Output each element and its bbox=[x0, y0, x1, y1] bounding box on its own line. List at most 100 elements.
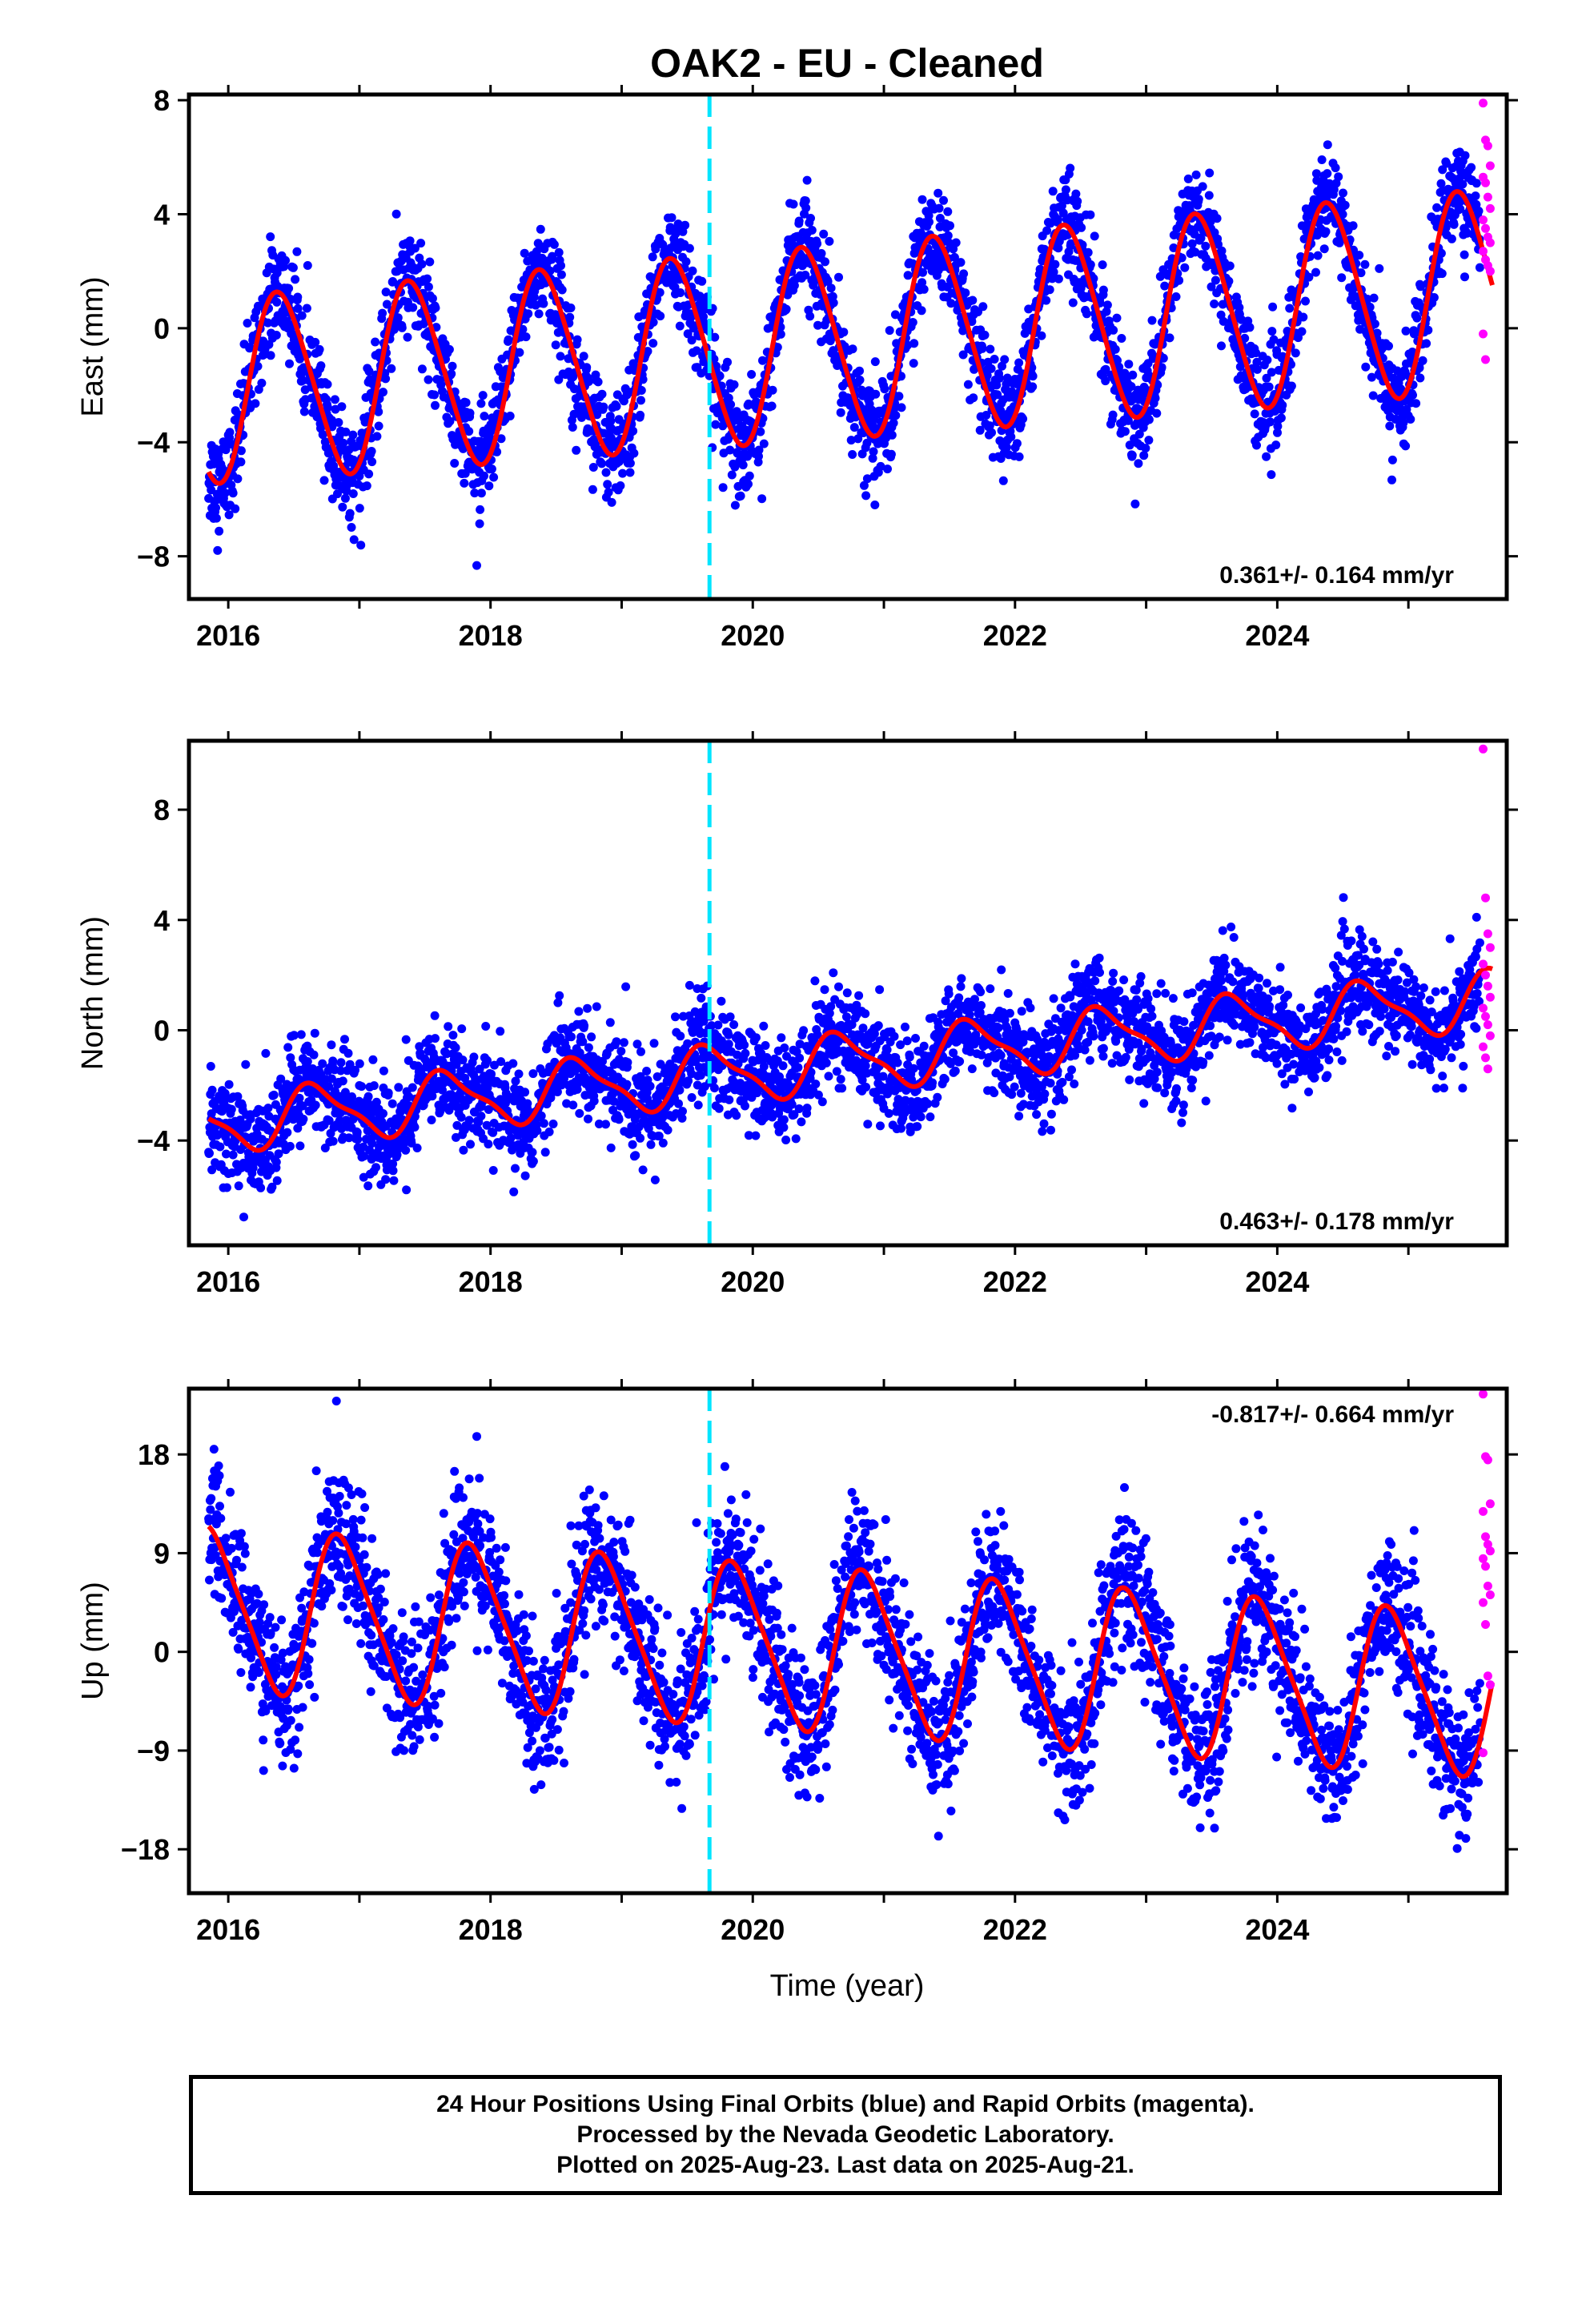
final-point bbox=[374, 421, 383, 431]
final-point bbox=[548, 1120, 558, 1128]
final-point bbox=[1276, 413, 1286, 423]
final-point bbox=[480, 471, 488, 480]
final-point bbox=[648, 339, 658, 348]
final-point bbox=[1387, 455, 1397, 464]
final-point bbox=[207, 1165, 217, 1175]
final-point bbox=[616, 1047, 626, 1056]
final-point bbox=[381, 287, 391, 297]
rapid-point bbox=[1479, 99, 1488, 108]
final-point bbox=[1012, 439, 1022, 448]
final-point bbox=[917, 278, 927, 287]
final-point bbox=[754, 452, 763, 461]
final-point bbox=[552, 1088, 562, 1096]
final-point bbox=[1262, 373, 1271, 383]
final-point bbox=[1458, 179, 1468, 189]
final-point bbox=[1406, 415, 1415, 424]
final-point bbox=[663, 1125, 673, 1135]
final-point bbox=[1109, 325, 1118, 335]
final-point bbox=[339, 438, 348, 448]
final-point bbox=[211, 513, 221, 523]
final-point bbox=[676, 1031, 685, 1041]
final-point bbox=[990, 355, 999, 364]
final-point bbox=[939, 195, 948, 205]
final-point bbox=[302, 304, 311, 313]
final-point bbox=[631, 1151, 640, 1160]
final-point bbox=[355, 504, 364, 513]
final-point bbox=[228, 1150, 238, 1160]
final-point bbox=[567, 1032, 576, 1042]
final-point bbox=[643, 347, 652, 356]
final-point bbox=[295, 1093, 304, 1103]
final-point bbox=[482, 1120, 492, 1130]
final-point bbox=[391, 209, 401, 219]
final-point bbox=[1037, 331, 1046, 340]
final-point bbox=[445, 416, 455, 426]
final-point bbox=[383, 1088, 393, 1098]
final-point bbox=[521, 332, 531, 342]
final-point bbox=[1048, 187, 1058, 196]
final-point bbox=[401, 1145, 411, 1155]
final-point bbox=[1114, 362, 1124, 372]
final-point bbox=[464, 427, 474, 436]
final-point bbox=[299, 407, 309, 416]
final-point bbox=[1210, 300, 1219, 308]
final-point bbox=[303, 1057, 312, 1066]
final-point bbox=[1177, 253, 1186, 263]
final-point bbox=[751, 1131, 761, 1140]
final-point bbox=[761, 1041, 770, 1050]
final-point bbox=[1134, 459, 1143, 468]
final-point bbox=[281, 255, 290, 265]
final-point bbox=[961, 288, 970, 298]
final-point bbox=[215, 526, 224, 536]
final-point bbox=[1334, 172, 1343, 182]
final-point bbox=[946, 299, 956, 308]
final-point bbox=[799, 1026, 809, 1035]
final-point bbox=[492, 447, 502, 456]
final-point bbox=[846, 436, 856, 445]
final-point bbox=[534, 309, 544, 319]
final-point bbox=[1355, 251, 1364, 260]
final-point bbox=[496, 434, 506, 444]
final-point bbox=[348, 430, 358, 440]
final-point bbox=[1384, 341, 1393, 351]
final-point bbox=[359, 1152, 369, 1161]
final-point bbox=[1066, 239, 1076, 248]
final-point bbox=[1028, 372, 1038, 381]
final-point bbox=[1396, 384, 1406, 394]
final-point bbox=[801, 203, 811, 213]
final-point bbox=[901, 1022, 909, 1031]
final-point bbox=[1139, 451, 1149, 460]
final-point bbox=[601, 468, 611, 477]
final-point bbox=[943, 207, 953, 216]
final-point bbox=[285, 359, 294, 368]
final-point bbox=[1340, 200, 1350, 210]
final-point bbox=[1225, 261, 1235, 271]
final-point bbox=[616, 481, 625, 490]
final-point bbox=[727, 470, 737, 480]
final-point bbox=[1437, 269, 1447, 279]
final-point bbox=[793, 1063, 803, 1072]
final-point bbox=[1399, 418, 1408, 428]
final-point bbox=[1337, 273, 1347, 283]
final-point bbox=[1372, 328, 1382, 338]
final-point bbox=[924, 211, 934, 220]
final-point bbox=[636, 1047, 645, 1056]
final-point bbox=[612, 401, 621, 411]
final-point bbox=[224, 1080, 234, 1089]
final-point bbox=[817, 1097, 827, 1107]
final-point bbox=[524, 309, 533, 319]
final-point bbox=[457, 1024, 467, 1034]
final-point bbox=[667, 213, 677, 223]
final-point bbox=[825, 236, 834, 246]
final-point bbox=[801, 196, 810, 206]
final-point bbox=[371, 337, 380, 347]
final-point bbox=[362, 481, 371, 491]
final-point bbox=[625, 458, 635, 468]
final-point bbox=[486, 427, 496, 436]
final-point bbox=[779, 1115, 789, 1124]
final-point bbox=[1467, 163, 1476, 172]
final-point bbox=[347, 1092, 356, 1101]
final-point bbox=[1006, 432, 1016, 441]
final-point bbox=[220, 1088, 230, 1098]
final-point bbox=[1198, 182, 1207, 191]
